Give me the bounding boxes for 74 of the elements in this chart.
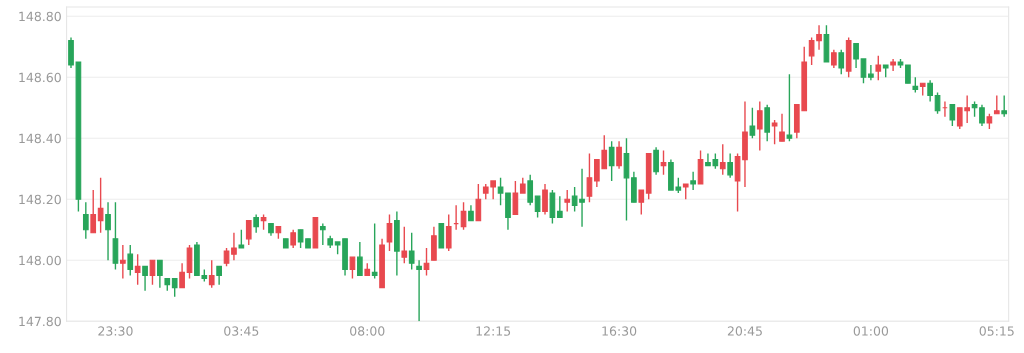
candlestick bbox=[319, 222, 326, 246]
candlestick bbox=[216, 265, 222, 286]
candlestick bbox=[838, 49, 845, 75]
candlestick bbox=[853, 42, 859, 69]
candlestick bbox=[860, 58, 867, 85]
y-tick-label: 148.80 bbox=[19, 11, 61, 22]
x-tick-label: 01:00 bbox=[853, 326, 889, 336]
candlestick bbox=[638, 189, 645, 216]
candlestick bbox=[534, 195, 541, 219]
candlestick bbox=[749, 107, 756, 139]
x-tick-label: 23:30 bbox=[98, 326, 133, 336]
candlestick bbox=[608, 140, 615, 182]
candlestick bbox=[905, 64, 911, 85]
candlestick bbox=[238, 229, 245, 249]
candlestick bbox=[349, 256, 356, 280]
candlestick bbox=[401, 225, 408, 264]
y-tick-label: 148.20 bbox=[19, 194, 61, 205]
candlestick bbox=[105, 201, 111, 261]
x-tick-label: 16:30 bbox=[602, 326, 637, 336]
candlestick bbox=[586, 152, 593, 203]
candlestick bbox=[253, 213, 260, 234]
candlestick bbox=[142, 265, 148, 292]
candlestick bbox=[134, 253, 141, 286]
candlestick bbox=[416, 259, 422, 322]
candlestick bbox=[127, 244, 134, 277]
candlestick bbox=[868, 64, 874, 81]
candlestick bbox=[690, 171, 696, 191]
candlestick bbox=[616, 140, 622, 170]
candlestick bbox=[82, 201, 89, 240]
candlestick bbox=[660, 149, 667, 176]
candlestick bbox=[371, 222, 378, 280]
candlestick bbox=[756, 100, 763, 152]
candlestick bbox=[993, 94, 1000, 115]
y-tick-label: 148.00 bbox=[19, 255, 61, 266]
candlestick bbox=[356, 241, 363, 277]
x-tick-label: 03:45 bbox=[224, 326, 259, 336]
candlestick bbox=[290, 229, 297, 249]
candlestick bbox=[875, 55, 882, 81]
candlestick bbox=[542, 183, 548, 216]
candlestick bbox=[556, 195, 563, 219]
candlestick bbox=[786, 73, 793, 142]
y-tick-label: 147.80 bbox=[19, 316, 61, 327]
candlestick bbox=[727, 152, 734, 179]
candlestick bbox=[653, 146, 659, 176]
candlestick bbox=[779, 113, 785, 142]
candlestick bbox=[475, 183, 482, 222]
candlestick bbox=[97, 177, 104, 234]
candlestick bbox=[245, 219, 252, 246]
candlestick bbox=[527, 174, 534, 207]
y-tick-label: 148.40 bbox=[19, 133, 61, 144]
candlestick bbox=[771, 119, 778, 146]
x-tick-label: 12:15 bbox=[476, 326, 511, 336]
candlestick bbox=[157, 259, 163, 289]
x-tick-label: 20:45 bbox=[727, 326, 762, 336]
x-tick-label: 08:00 bbox=[350, 326, 385, 336]
candlestick bbox=[223, 247, 230, 268]
candlestick bbox=[179, 262, 185, 289]
candlestick bbox=[927, 79, 933, 103]
candlestick bbox=[171, 277, 178, 298]
candlestick bbox=[831, 49, 837, 69]
candlestick bbox=[445, 213, 452, 252]
candlestick bbox=[564, 189, 571, 213]
candlestick bbox=[1001, 94, 1008, 118]
candlestick bbox=[386, 213, 393, 252]
candlestick bbox=[719, 143, 726, 176]
candlestick bbox=[90, 189, 97, 234]
candlestick bbox=[512, 180, 519, 216]
candlestick bbox=[408, 232, 415, 271]
candlestick bbox=[231, 232, 237, 261]
candlestick bbox=[949, 103, 956, 127]
candlestick bbox=[119, 244, 126, 280]
y-tick-label: 148.60 bbox=[19, 72, 61, 83]
candlestick bbox=[208, 259, 215, 289]
x-tick-label: 05:15 bbox=[979, 326, 1014, 336]
